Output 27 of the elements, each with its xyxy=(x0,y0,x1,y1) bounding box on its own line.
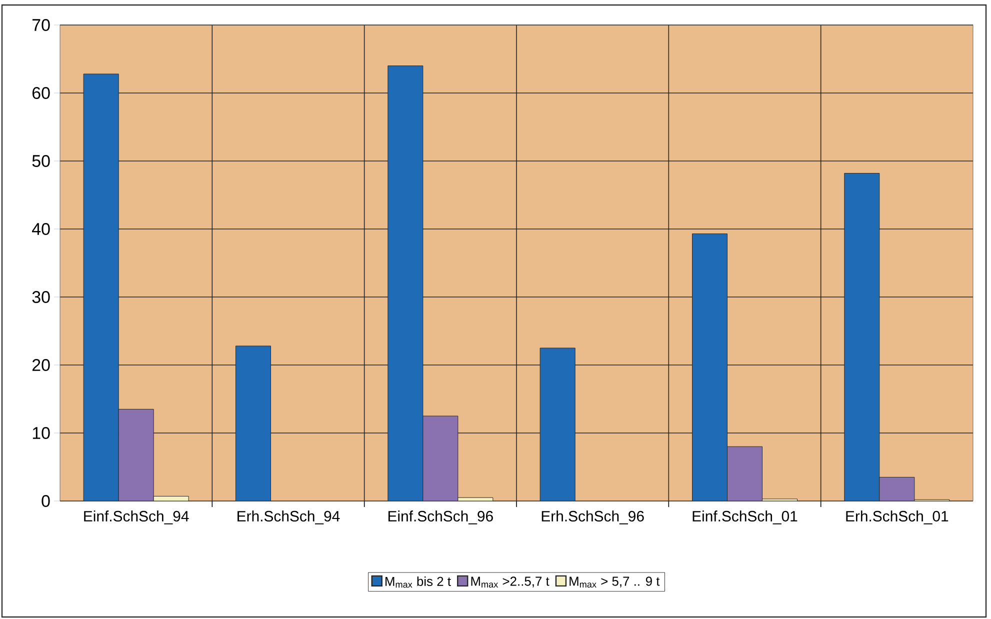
legend-label: M$_{max}$ > 5,7 .. 9 t xyxy=(570,576,660,588)
y-tick-label: 40 xyxy=(32,223,50,235)
y-tick-label: 50 xyxy=(32,155,50,167)
legend-label: M$_{max}$ >2..5,7 t xyxy=(471,576,550,588)
bar xyxy=(879,476,915,501)
y-tick-label: 60 xyxy=(32,87,50,99)
x-tick-label: Erh.SchSch_96 xyxy=(542,510,644,524)
y-tick-label: 0 xyxy=(42,495,50,507)
bar xyxy=(727,446,763,501)
bar xyxy=(83,74,119,501)
y-tick-label: 70 xyxy=(32,19,50,31)
bar xyxy=(388,66,424,501)
x-tick-label: Einf.SchSch_01 xyxy=(692,510,798,524)
bar xyxy=(236,346,271,501)
bar xyxy=(692,234,728,501)
bar xyxy=(844,172,880,501)
bar xyxy=(422,416,458,501)
legend-label: M$_{max}$ bis 2 t xyxy=(386,576,451,588)
y-tick-label: 30 xyxy=(32,291,50,303)
y-tick-label: 20 xyxy=(32,359,50,371)
y-tick-label: 10 xyxy=(32,427,50,439)
x-tick-label: Einf.SchSch_94 xyxy=(84,510,189,524)
bar xyxy=(118,408,154,501)
x-tick-label: Erh.SchSch_01 xyxy=(846,510,948,524)
bar xyxy=(540,348,576,501)
x-tick-label: Erh.SchSch_94 xyxy=(238,510,340,524)
x-tick-label: Einf.SchSch_96 xyxy=(388,510,493,524)
